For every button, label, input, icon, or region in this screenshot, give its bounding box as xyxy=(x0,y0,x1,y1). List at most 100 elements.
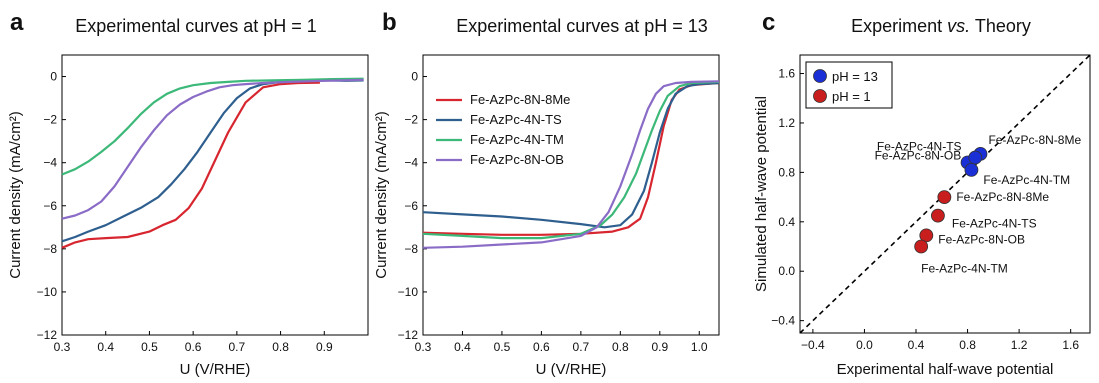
legend-label-3: Fe-AzPc-8N-OB xyxy=(470,152,564,167)
point-label-1-3: Fe-AzPc-4N-TM xyxy=(921,262,1008,276)
y-tick-label: −2 xyxy=(43,113,57,127)
series-line-2 xyxy=(61,77,364,176)
legend-b: Fe-AzPc-8N-8Me Fe-AzPc-4N-TS Fe-AzPc-4N-TM… xyxy=(436,92,570,167)
panel-letter-c: c xyxy=(762,9,775,36)
x-tick-label: 0.4 xyxy=(908,338,925,352)
series-line-3 xyxy=(422,80,720,249)
point-label-1-0: Fe-AzPc-8N-8Me xyxy=(956,190,1049,204)
y-tick-label: −4 xyxy=(43,156,57,170)
x-tick-label: 0.7 xyxy=(573,340,590,354)
legend-label-c-0: pH = 13 xyxy=(832,69,878,84)
legend-label-2: Fe-AzPc-4N-TM xyxy=(470,132,564,147)
y-tick-label: −8 xyxy=(404,242,418,256)
x-tick-label: 0.0 xyxy=(856,338,873,352)
scatter-point-1-0 xyxy=(937,190,952,204)
y-tick-label: 1.6 xyxy=(778,67,795,81)
y-tick-label: −12 xyxy=(37,328,58,342)
x-tick-label: 0.7 xyxy=(229,340,246,354)
series-line-3 xyxy=(61,78,364,220)
scatter-point-1-3 xyxy=(914,239,929,254)
axis-ticks-c: −0.4 −0.4 0.0 0.0 0.4 0.4 0.8 0.8 1.2 1.2 1.6 1.6 xyxy=(771,67,1079,352)
x-tick-label: 0.5 xyxy=(494,340,511,354)
x-tick-label: −0.4 xyxy=(801,338,825,352)
scatter-point-0-2 xyxy=(968,150,983,165)
y-tick-label: 0 xyxy=(411,70,418,84)
y-tick-label: 0.8 xyxy=(778,165,795,179)
panel-letter-b: b xyxy=(382,9,397,36)
point-label-0-3: Fe-AzPc-4N-TM xyxy=(983,173,1070,187)
x-axis-label-c: Experimental half-wave potential xyxy=(837,361,1054,378)
title-c-vs: vs. xyxy=(947,16,970,36)
y-tick-label: 1.2 xyxy=(778,116,795,130)
x-tick-label: 0.4 xyxy=(97,340,114,354)
legend-label-1: Fe-AzPc-4N-TS xyxy=(470,112,562,127)
panel-b: b Experimental curves at pH = 13 0.3 0.4 0… xyxy=(373,9,720,378)
legend-label-0: Fe-AzPc-8N-8Me xyxy=(470,92,570,107)
y-tick-label: −10 xyxy=(37,285,58,299)
y-axis-label-a: Current density (mA/cm²) xyxy=(7,111,24,279)
x-tick-label: 0.6 xyxy=(185,340,202,354)
panel-c: c Experiment vs. Theory −0.4 −0.4 0.0 0.0 0.… xyxy=(753,9,1091,378)
series-line-1 xyxy=(61,79,364,243)
x-tick-label: 0.8 xyxy=(612,340,629,354)
scatter-point-0-3 xyxy=(964,163,979,177)
y-tick-label: −0.4 xyxy=(771,314,795,328)
series-line-1 xyxy=(422,81,720,229)
title-c-end: Theory xyxy=(975,16,1031,36)
point-label-1-1: Fe-AzPc-4N-TS xyxy=(952,217,1037,231)
y-tick-label: −6 xyxy=(404,199,418,213)
series-line-2 xyxy=(422,80,720,240)
plot-frame-b xyxy=(422,54,720,336)
scatter-point-1-1 xyxy=(931,208,945,223)
x-tick-label: 1.6 xyxy=(1062,338,1079,352)
panel-a: a Experimental curves at pH = 1 0.3 0.4 0.… xyxy=(7,9,369,378)
legend-label-c-1: pH = 1 xyxy=(832,89,871,104)
x-axis-ticks-b: 0.3 0.4 0.5 0.6 0.7 0.8 0.9 1.0 0 −2 −4 −6 −8 −10 −12 xyxy=(398,70,708,354)
legend-c: pH = 13 pH = 1 xyxy=(805,61,893,109)
series-lines-b xyxy=(422,80,720,249)
panel-title-c: Experiment vs. Theory xyxy=(851,16,1031,36)
y-tick-label: 0.0 xyxy=(778,264,795,278)
panel-title-a: Experimental curves at pH = 1 xyxy=(75,16,317,36)
scatter-points-c: Fe-AzPc-4N-TS Fe-AzPc-8N-8Me Fe-AzPc-8N-OB… xyxy=(799,54,1091,334)
plot-frame-c xyxy=(799,54,1091,334)
x-axis-ticks-a: 0.3 0.4 0.5 0.6 0.7 0.8 0.9 0 −2 −4 −6 −8 −10 −12 xyxy=(37,70,333,354)
point-label-0-1: Fe-AzPc-8N-8Me xyxy=(988,133,1081,147)
y-tick-label: −6 xyxy=(43,199,57,213)
x-axis-label-b: U (V/RHE) xyxy=(536,361,607,378)
y-tick-label: 0.4 xyxy=(778,215,795,229)
x-tick-label: 0.9 xyxy=(651,340,668,354)
panel-letter-a: a xyxy=(10,9,24,36)
legend-marker-1 xyxy=(813,89,827,103)
x-axis-label-a: U (V/RHE) xyxy=(180,361,251,378)
y-tick-label: −10 xyxy=(398,285,419,299)
y-tick-label: 0 xyxy=(50,70,57,84)
point-label-0-2: Fe-AzPc-8N-OB xyxy=(875,149,962,163)
x-tick-label: 1.0 xyxy=(691,340,708,354)
title-c-main: Experiment xyxy=(851,16,942,36)
y-tick-label: −8 xyxy=(43,242,57,256)
y-tick-label: −2 xyxy=(404,113,418,127)
legend-marker-0 xyxy=(813,69,827,83)
x-tick-label: 0.3 xyxy=(54,340,71,354)
y-tick-label: −12 xyxy=(398,328,419,342)
y-axis-label-c: Simulated half-wave potential xyxy=(753,96,770,292)
plot-frame-a xyxy=(61,54,369,336)
scatter-point-1-2 xyxy=(919,228,934,243)
x-tick-label: 0.4 xyxy=(454,340,471,354)
x-tick-label: 0.3 xyxy=(415,340,432,354)
x-tick-label: 0.8 xyxy=(959,338,976,352)
y-axis-label-b: Current density (mA/cm²) xyxy=(373,111,390,279)
panel-title-b: Experimental curves at pH = 13 xyxy=(456,16,708,36)
x-tick-label: 0.6 xyxy=(533,340,550,354)
x-tick-label: 1.2 xyxy=(1011,338,1028,352)
point-label-0-0: Fe-AzPc-4N-TS xyxy=(877,139,962,153)
series-lines-a xyxy=(61,77,364,249)
series-line-0 xyxy=(61,81,320,249)
x-tick-label: 0.9 xyxy=(316,340,333,354)
x-tick-label: 0.8 xyxy=(272,340,289,354)
x-tick-label: 0.5 xyxy=(141,340,158,354)
series-line-0 xyxy=(422,81,720,236)
y-tick-label: −4 xyxy=(404,156,418,170)
